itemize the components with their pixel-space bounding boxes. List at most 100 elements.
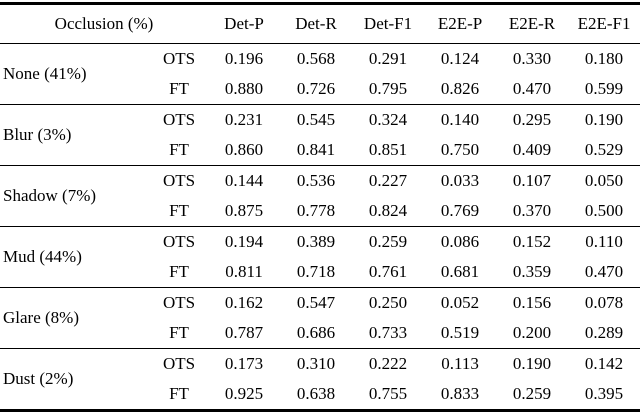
column-header-e2e-r: E2E-R bbox=[496, 3, 569, 44]
metric-value: 0.568 bbox=[296, 49, 336, 68]
column-header-det-r: Det-R bbox=[280, 3, 353, 44]
metric-value: 0.190 bbox=[568, 104, 640, 135]
metric-value: 0.851 bbox=[368, 140, 408, 159]
metric-value: 0.142 bbox=[568, 348, 640, 379]
method-cell: FT bbox=[169, 323, 189, 342]
table-row: Dust (2%) OTS 0.173 0.310 0.222 0.113 0.… bbox=[0, 348, 640, 411]
metric-value: 0.769 bbox=[440, 201, 480, 220]
method-cell: OTS bbox=[150, 226, 209, 257]
occlusion-label-dust: Dust (2%) bbox=[0, 348, 150, 411]
occlusion-label-none: None (41%) bbox=[3, 64, 87, 83]
metric-value: 0.787 bbox=[224, 323, 264, 342]
table-row: Glare (8%) OTS 0.162 0.547 0.250 0.052 0… bbox=[0, 287, 640, 349]
occlusion-results-table: Occlusion (%) Det-P Det-R Det-F1 E2E-P E… bbox=[0, 2, 640, 412]
table-row: Mud (44%) OTS 0.194 0.389 0.259 0.086 0.… bbox=[0, 226, 640, 288]
column-header-e2e-p: E2E-P bbox=[424, 3, 497, 44]
column-header-det-p: Det-P bbox=[208, 3, 281, 44]
metric-value: 0.200 bbox=[512, 323, 552, 342]
metric-value: 0.078 bbox=[568, 287, 640, 318]
occlusion-label-glare: Glare (8%) bbox=[0, 287, 150, 349]
table-row: Blur (3%) OTS 0.231 0.545 0.324 0.140 0.… bbox=[0, 104, 640, 166]
metric-value: 0.310 bbox=[280, 348, 353, 379]
metric-value: 0.180 bbox=[584, 49, 624, 68]
method-cell: OTS bbox=[162, 49, 196, 68]
metric-value: 0.222 bbox=[352, 348, 425, 379]
metric-value: 0.545 bbox=[280, 104, 353, 135]
table-row: FT 0.787 0.686 0.733 0.519 0.200 0.289 bbox=[0, 318, 640, 349]
metric-value: 0.227 bbox=[352, 165, 425, 196]
metric-value: 0.795 bbox=[368, 79, 408, 98]
method-cell: OTS bbox=[150, 165, 209, 196]
table-row: FT 0.880 0.726 0.795 0.826 0.470 0.599 bbox=[0, 74, 640, 105]
metric-value: 0.289 bbox=[584, 323, 624, 342]
metric-value: 0.144 bbox=[208, 165, 281, 196]
metric-value: 0.152 bbox=[496, 226, 569, 257]
method-cell: FT bbox=[169, 262, 189, 281]
column-header-det-f1: Det-F1 bbox=[352, 3, 425, 44]
metric-value: 0.173 bbox=[208, 348, 281, 379]
table-row: FT 0.860 0.841 0.851 0.750 0.409 0.529 bbox=[0, 135, 640, 166]
metric-value: 0.547 bbox=[280, 287, 353, 318]
metric-value: 0.359 bbox=[512, 262, 552, 281]
metric-value: 0.880 bbox=[224, 79, 264, 98]
metric-value: 0.778 bbox=[296, 201, 336, 220]
metric-value: 0.826 bbox=[440, 79, 480, 98]
metric-value: 0.925 bbox=[224, 384, 264, 403]
metric-value: 0.190 bbox=[496, 348, 569, 379]
metric-value: 0.107 bbox=[496, 165, 569, 196]
occlusion-label-shadow: Shadow (7%) bbox=[0, 165, 150, 227]
metric-value: 0.156 bbox=[496, 287, 569, 318]
metric-value: 0.811 bbox=[225, 262, 263, 281]
metric-value: 0.681 bbox=[440, 262, 480, 281]
metric-value: 0.519 bbox=[440, 323, 480, 342]
metric-value: 0.110 bbox=[568, 226, 640, 257]
metric-value: 0.718 bbox=[296, 262, 336, 281]
metric-value: 0.033 bbox=[424, 165, 497, 196]
metric-value: 0.370 bbox=[512, 201, 552, 220]
metric-value: 0.250 bbox=[352, 287, 425, 318]
metric-value: 0.500 bbox=[584, 201, 624, 220]
column-header-e2e-f1: E2E-F1 bbox=[568, 3, 640, 44]
table-row: Shadow (7%) OTS 0.144 0.536 0.227 0.033 … bbox=[0, 165, 640, 227]
metric-value: 0.733 bbox=[368, 323, 408, 342]
metric-value: 0.324 bbox=[352, 104, 425, 135]
metric-value: 0.755 bbox=[368, 384, 408, 403]
metric-value: 0.833 bbox=[440, 384, 480, 403]
metric-value: 0.295 bbox=[496, 104, 569, 135]
metric-value: 0.750 bbox=[440, 140, 480, 159]
metric-value: 0.875 bbox=[224, 201, 264, 220]
metric-value: 0.231 bbox=[208, 104, 281, 135]
metric-value: 0.196 bbox=[224, 49, 264, 68]
metric-value: 0.841 bbox=[296, 140, 336, 159]
method-cell: FT bbox=[169, 79, 189, 98]
table-row: FT 0.875 0.778 0.824 0.769 0.370 0.500 bbox=[0, 196, 640, 227]
method-cell: FT bbox=[169, 384, 189, 403]
metric-value: 0.686 bbox=[296, 323, 336, 342]
method-cell: FT bbox=[169, 140, 189, 159]
metric-value: 0.470 bbox=[584, 262, 624, 281]
metric-value: 0.389 bbox=[280, 226, 353, 257]
metric-value: 0.409 bbox=[512, 140, 552, 159]
metric-value: 0.162 bbox=[208, 287, 281, 318]
metric-value: 0.726 bbox=[296, 79, 336, 98]
metric-value: 0.140 bbox=[424, 104, 497, 135]
method-cell: OTS bbox=[150, 287, 209, 318]
metric-value: 0.395 bbox=[584, 384, 624, 403]
metric-value: 0.330 bbox=[512, 49, 552, 68]
table-row: None (41%) OTS 0.196 0.568 0.291 0.124 0… bbox=[0, 44, 640, 83]
table-row: FT 0.925 0.638 0.755 0.833 0.259 0.395 bbox=[0, 379, 640, 411]
metric-value: 0.086 bbox=[424, 226, 497, 257]
method-cell: OTS bbox=[150, 104, 209, 135]
metric-value: 0.599 bbox=[584, 79, 624, 98]
metric-value: 0.860 bbox=[224, 140, 264, 159]
metric-value: 0.259 bbox=[512, 384, 552, 403]
metric-value: 0.259 bbox=[352, 226, 425, 257]
metric-value: 0.291 bbox=[368, 49, 408, 68]
occlusion-label-mud: Mud (44%) bbox=[0, 226, 150, 288]
metric-value: 0.824 bbox=[368, 201, 408, 220]
header-row: Occlusion (%) Det-P Det-R Det-F1 E2E-P E… bbox=[0, 3, 640, 44]
metric-value: 0.050 bbox=[568, 165, 640, 196]
method-cell: OTS bbox=[150, 348, 209, 379]
metric-value: 0.124 bbox=[440, 49, 480, 68]
